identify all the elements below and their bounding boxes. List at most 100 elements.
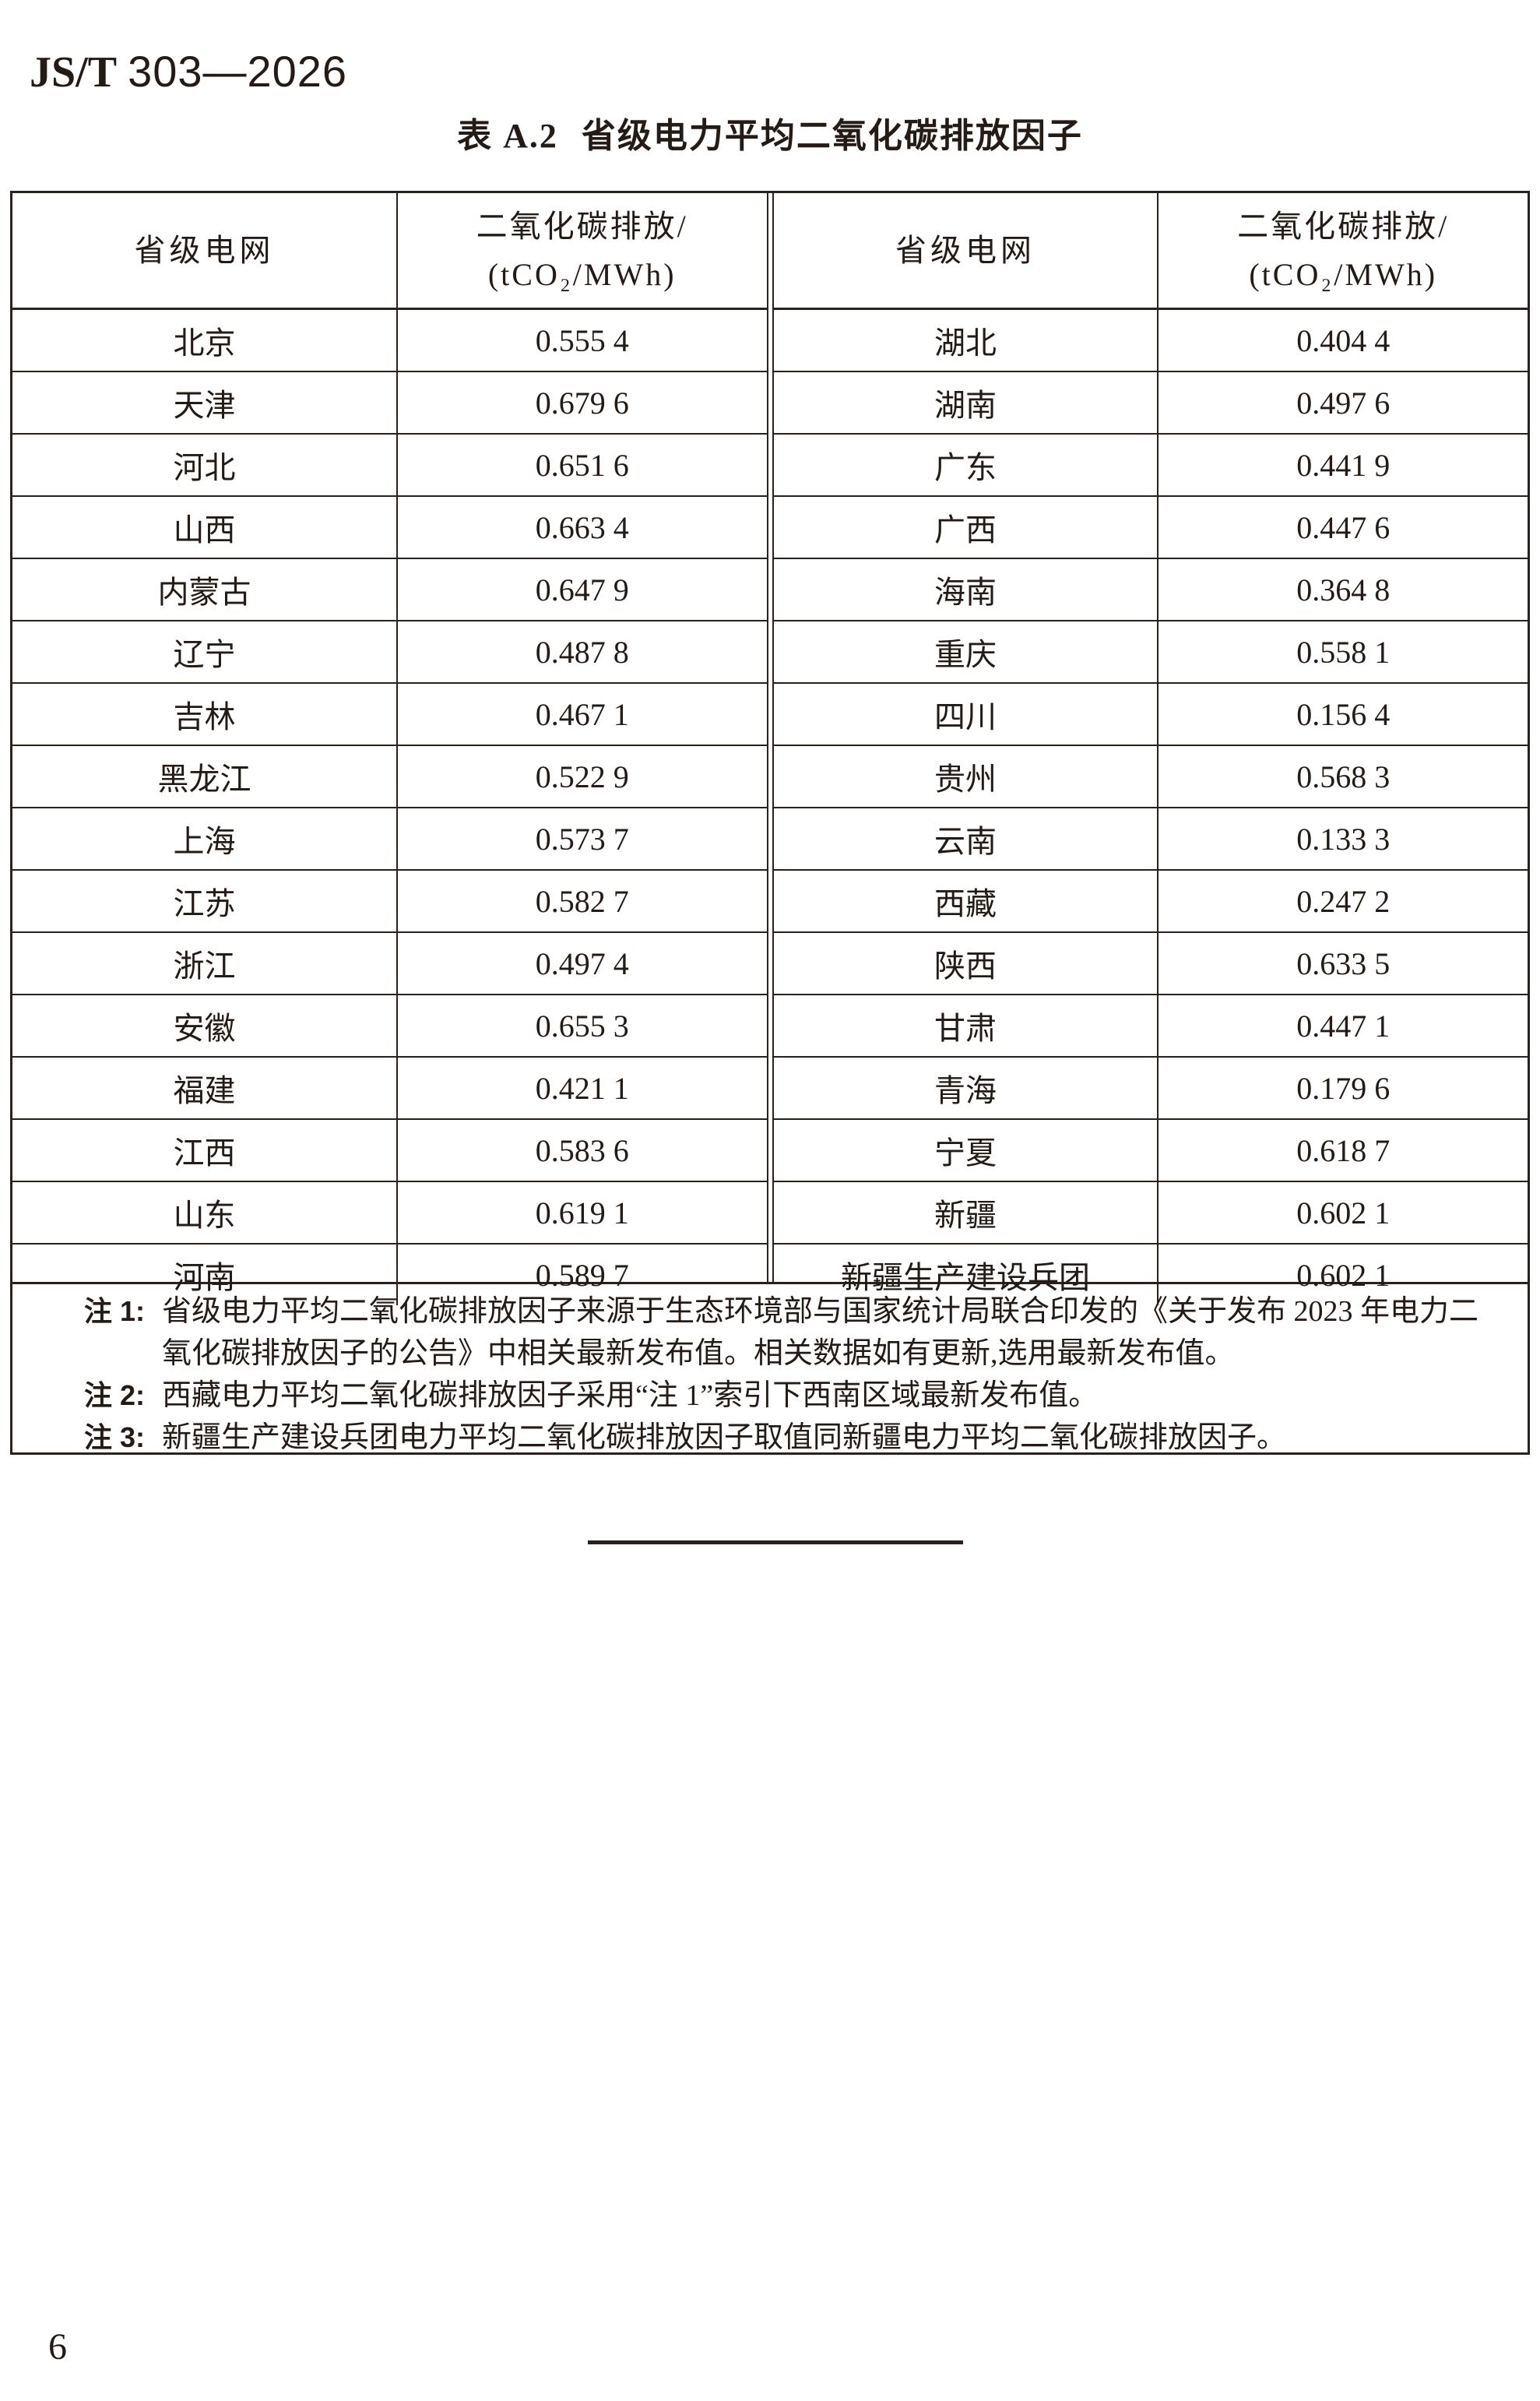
emission-value-cell: 0.404 4 [1158, 308, 1528, 372]
province-cell: 湖北 [773, 308, 1159, 372]
province-cell: 天津 [12, 371, 398, 435]
table-row: 新疆 0.602 1 [773, 1181, 1528, 1245]
column-header-emission: 二氧化碳排放/ (tCO₂/MWh) [1158, 193, 1528, 310]
emission-value-cell: 0.618 7 [1158, 1119, 1528, 1182]
emission-value-cell: 0.497 6 [1158, 371, 1528, 435]
note-label: 注 1: [84, 1295, 146, 1327]
table-row: 北京 0.555 4 [12, 308, 767, 372]
table-row: 甘肃 0.447 1 [773, 995, 1528, 1058]
table-row: 宁夏 0.618 7 [773, 1119, 1528, 1182]
province-cell: 广东 [773, 434, 1159, 497]
emission-value-cell: 0.133 3 [1158, 808, 1528, 871]
province-cell: 广西 [773, 496, 1159, 559]
table-row: 云南 0.133 3 [773, 808, 1528, 871]
table-row: 天津 0.679 6 [12, 371, 767, 435]
emission-value-cell: 0.602 1 [1296, 1257, 1391, 1293]
table-note: 注 1: 省级电力平均二氧化碳排放因子来源于生态环境部与国家统计局联合印发的《关于… [84, 1290, 1496, 1375]
table-caption-text: 省级电力平均二氧化碳排放因子 [581, 117, 1083, 155]
right-table: 省级电网 二氧化碳排放/ (tCO₂/MWh) 湖北 0.404 4 湖南 0.497… [773, 193, 1528, 1305]
table-row: 新疆生产建设兵团 0.602 1 [773, 1244, 1528, 1305]
table-row: 陕西 0.633 5 [773, 932, 1528, 995]
table-body-columns: 省级电网 二氧化碳排放/ (tCO₂/MWh) 北京 0.555 4 天津 0.679… [12, 193, 1528, 1305]
table-row: 西藏 0.247 2 [773, 870, 1528, 933]
table-note: 注 3: 新疆生产建设兵团电力平均二氧化碳排放因子取值同新疆电力平均二氧化碳排放因… [84, 1417, 1496, 1459]
table-row: 辽宁 0.487 8 [12, 621, 767, 684]
note-text: 省级电力平均二氧化碳排放因子来源于生态环境部与国家统计局联合印发的《关于发布 2… [162, 1295, 1479, 1370]
province-cell: 福建 [12, 1057, 398, 1120]
note-label: 注 2: [84, 1379, 146, 1411]
table-row: 重庆 0.558 1 [773, 621, 1528, 684]
province-cell: 新疆生产建设兵团 [773, 1244, 1159, 1305]
table-row: 福建 0.421 1 [12, 1057, 767, 1120]
emission-value-cell: 0.633 5 [1158, 932, 1528, 995]
table-row: 内蒙古 0.647 9 [12, 558, 767, 621]
province-cell: 山东 [12, 1181, 398, 1245]
province-cell: 河北 [12, 434, 398, 497]
column-header-emission-line2: (tCO₂/MWh) [1249, 256, 1438, 292]
table-caption-label: 表 A.2 [457, 117, 558, 155]
table-row: 广东 0.441 9 [773, 434, 1528, 497]
province-cell: 北京 [12, 308, 398, 372]
emission-value-cell: 0.583 6 [396, 1119, 767, 1182]
table-row: 江西 0.583 6 [12, 1119, 767, 1182]
standard-code: JS/T [30, 48, 118, 97]
province-cell: 新疆 [773, 1181, 1159, 1245]
province-cell: 四川 [773, 683, 1159, 746]
header-row: 省级电网 二氧化碳排放/ (tCO₂/MWh) [773, 193, 1528, 310]
table-caption: 表 A.2 省级电力平均二氧化碳排放因子 [0, 107, 1540, 157]
table-left-half: 省级电网 二氧化碳排放/ (tCO₂/MWh) 北京 0.555 4 天津 0.679… [12, 193, 768, 1305]
province-cell: 江西 [12, 1119, 398, 1182]
province-cell: 山西 [12, 496, 398, 559]
end-of-text-rule [588, 1540, 963, 1544]
emission-factor-table: 省级电网 二氧化碳排放/ (tCO₂/MWh) 北京 0.555 4 天津 0.679… [10, 191, 1530, 1455]
table-row: 贵州 0.568 3 [773, 745, 1528, 808]
table-row: 上海 0.573 7 [12, 808, 767, 871]
province-cell: 甘肃 [773, 995, 1159, 1058]
table-row: 广西 0.447 6 [773, 496, 1528, 559]
column-header-emission-line2: (tCO₂/MWh) [487, 256, 677, 292]
emission-value-cell: 0.447 1 [1158, 995, 1528, 1058]
emission-value-cell: 0.441 9 [1158, 434, 1528, 497]
emission-value-cell: 0.156 4 [1158, 683, 1528, 746]
emission-value-cell: 0.655 3 [396, 995, 767, 1058]
note-text: 西藏电力平均二氧化碳排放因子采用“注 1”索引下西南区域最新发布值。 [162, 1379, 1099, 1412]
table-note: 注 2: 西藏电力平均二氧化碳排放因子采用“注 1”索引下西南区域最新发布值。 [84, 1375, 1496, 1417]
emission-value-cell: 0.568 3 [1158, 745, 1528, 808]
province-cell: 青海 [773, 1057, 1159, 1120]
column-header-grid: 省级电网 [12, 193, 398, 310]
province-cell: 西藏 [773, 870, 1159, 933]
emission-value-cell: 0.555 4 [396, 308, 767, 372]
province-cell: 湖南 [773, 371, 1159, 435]
table-row: 四川 0.156 4 [773, 683, 1528, 746]
emission-value-cell: 0.619 1 [396, 1181, 767, 1245]
table-row: 湖北 0.404 4 [773, 308, 1528, 372]
emission-value-cell: 0.497 4 [396, 932, 767, 995]
province-cell: 重庆 [773, 621, 1159, 684]
emission-value-cell: 0.467 1 [396, 683, 767, 746]
emission-value-cell: 0.582 7 [396, 870, 767, 933]
table-right-half: 省级电网 二氧化碳排放/ (tCO₂/MWh) 湖北 0.404 4 湖南 0.497… [772, 193, 1528, 1305]
emission-value-cell: 0.663 4 [396, 496, 767, 559]
province-cell: 内蒙古 [12, 558, 398, 621]
table-row: 山东 0.619 1 [12, 1181, 767, 1245]
province-cell: 辽宁 [12, 621, 398, 684]
table-notes: 注 1: 省级电力平均二氧化碳排放因子来源于生态环境部与国家统计局联合印发的《关于… [12, 1282, 1528, 1455]
province-cell: 宁夏 [773, 1119, 1159, 1182]
header-row: 省级电网 二氧化碳排放/ (tCO₂/MWh) [12, 193, 767, 310]
table-row: 浙江 0.497 4 [12, 932, 767, 995]
emission-value-cell: 0.179 6 [1158, 1057, 1528, 1120]
table-row: 黑龙江 0.522 9 [12, 745, 767, 808]
province-cell: 云南 [773, 808, 1159, 871]
province-cell: 上海 [12, 808, 398, 871]
province-cell: 吉林 [12, 683, 398, 746]
left-table: 省级电网 二氧化碳排放/ (tCO₂/MWh) 北京 0.555 4 天津 0.679… [12, 193, 767, 1305]
emission-value-cell: 0.364 8 [1158, 558, 1528, 621]
standard-header: JS/T 303—2026 [30, 48, 347, 97]
table-row: 吉林 0.467 1 [12, 683, 767, 746]
emission-value-cell: 0.573 7 [396, 808, 767, 871]
province-cell: 江苏 [12, 870, 398, 933]
emission-value-cell: 0.421 1 [396, 1057, 767, 1120]
table-row: 江苏 0.582 7 [12, 870, 767, 933]
table-row: 山西 0.663 4 [12, 496, 767, 559]
emission-value-cell: 0.679 6 [396, 371, 767, 435]
